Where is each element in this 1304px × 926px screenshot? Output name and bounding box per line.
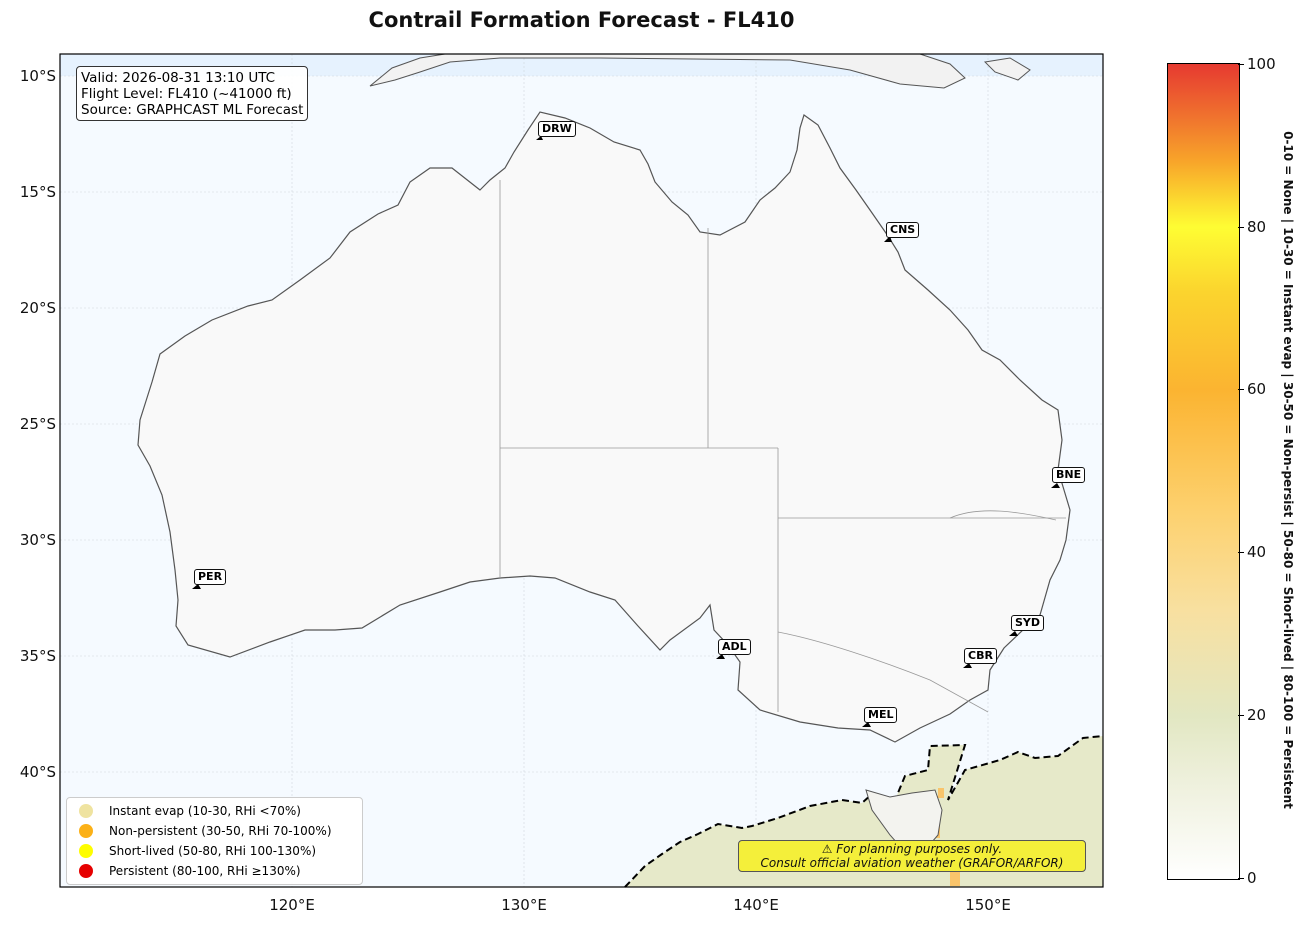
city-marker-mel (862, 722, 871, 727)
chart-title: Contrail Formation Forecast - FL410 (368, 8, 795, 32)
legend-dot-instant-evap (79, 804, 93, 818)
lat-label-10s: 10°S (19, 67, 56, 85)
legend-label: Persistent (80-100, RHi ≥130%) (109, 864, 301, 878)
city-label-mel: MEL (864, 707, 898, 723)
legend-dot-non-persistent (79, 824, 93, 838)
lat-label-15s: 15°S (19, 183, 56, 201)
colorbar-label-60: 60 (1247, 380, 1267, 398)
colorbar-tick (1238, 389, 1244, 390)
colorbar-tick (1238, 227, 1244, 228)
city-label-syd: SYD (1011, 615, 1045, 631)
city-markers (192, 136, 1060, 727)
city-label-cns: CNS (886, 222, 920, 238)
city-marker-per (192, 584, 201, 589)
lon-label-120e: 120°E (269, 896, 315, 914)
lat-label-30s: 30°S (19, 531, 56, 549)
legend-item: Non-persistent (30-50, RHi 70-100%) (67, 821, 362, 841)
legend-item: Short-lived (50-80, RHi 100-130%) (67, 841, 362, 861)
city-label-drw: DRW (538, 121, 576, 137)
australia-mainland (137, 111, 1071, 743)
city-label-bne: BNE (1052, 467, 1086, 483)
legend-dot-short-lived (79, 844, 93, 858)
city-marker-drw (536, 136, 543, 140)
tasmania (865, 789, 943, 853)
flight-level: Flight Level: FL410 (~41000 ft) (81, 86, 292, 102)
warning-line-1: ⚠ For planning purposes only. (821, 842, 1003, 856)
city-marker-bne (1051, 483, 1060, 488)
city-label-adl: ADL (718, 639, 751, 655)
legend-item: Persistent (80-100, RHi ≥130%) (67, 861, 362, 881)
lon-label-140e: 140°E (733, 896, 779, 914)
lon-label-150e: 150°E (965, 896, 1011, 914)
forecast-source: Source: GRAPHCAST ML Forecast (81, 102, 304, 118)
city-marker-adl (716, 654, 725, 659)
city-marker-syd (1009, 631, 1018, 636)
city-label-per: PER (194, 569, 227, 585)
forecast-info-box: Valid: 2026-08-31 13:10 UTC Flight Level… (76, 66, 309, 121)
colorbar-label-0: 0 (1247, 869, 1257, 887)
lon-label-130e: 130°E (501, 896, 547, 914)
legend-label: Short-lived (50-80, RHi 100-130%) (109, 844, 317, 858)
colorbar-tick (1238, 64, 1244, 65)
colorbar-tick (1238, 878, 1244, 879)
city-label-cbr: CBR (964, 648, 997, 664)
colorbar-category-label: 0-10 = None | 10-30 = Instant evap | 30-… (1281, 131, 1295, 809)
state-borders (499, 180, 1066, 713)
new-guinea (369, 53, 966, 89)
valid-time: Valid: 2026-08-31 13:10 UTC (81, 70, 276, 86)
legend-label: Instant evap (10-30, RHi <70%) (109, 804, 301, 818)
legend-dot-persistent (79, 864, 93, 878)
colorbar-tick (1238, 715, 1244, 716)
lat-label-25s: 25°S (19, 415, 56, 433)
colorbar-label-100: 100 (1247, 55, 1276, 73)
colorbar-tick (1238, 552, 1244, 553)
legend-label: Non-persistent (30-50, RHi 70-100%) (109, 824, 332, 838)
colorbar-label-40: 40 (1247, 543, 1267, 561)
lat-label-20s: 20°S (19, 299, 56, 317)
warning-line-2: Consult official aviation weather (GRAFO… (760, 856, 1064, 870)
colorbar-label-80: 80 (1247, 218, 1267, 236)
map-frame (59, 53, 1104, 888)
colorbar-label-20: 20 (1247, 706, 1267, 724)
legend: Instant evap (10-30, RHi <70%) Non-persi… (66, 797, 363, 885)
lat-label-40s: 40°S (19, 763, 56, 781)
legend-item: Instant evap (10-30, RHi <70%) (67, 801, 362, 821)
new-britain (983, 57, 1031, 81)
city-marker-cbr (963, 663, 972, 668)
colorbar (1167, 63, 1240, 880)
planning-warning: ⚠ For planning purposes only. Consult of… (738, 840, 1086, 872)
lat-label-35s: 35°S (19, 647, 56, 665)
